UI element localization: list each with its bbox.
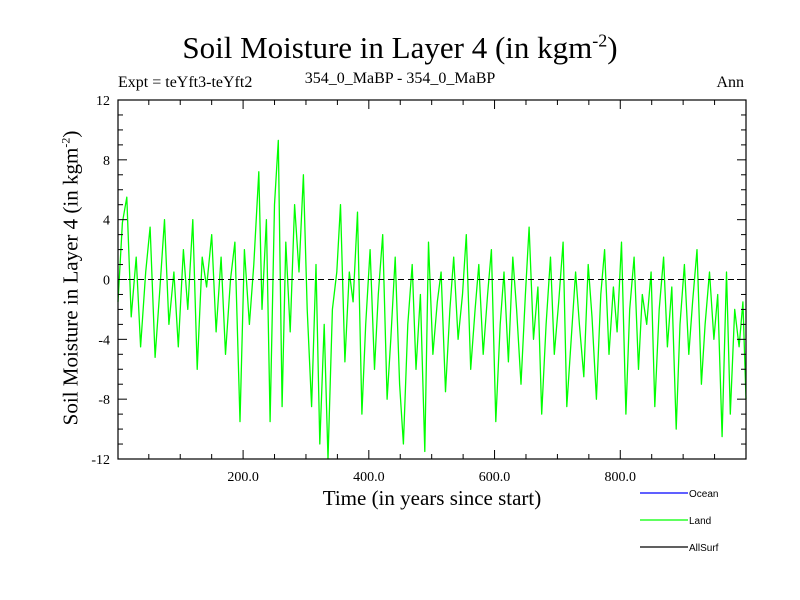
y-tick-label: 8	[103, 154, 110, 169]
y-tick-label: 4	[103, 214, 110, 229]
series-layer	[117, 139, 747, 460]
x-tick-label: 600.0	[479, 470, 511, 485]
legend-label-allsurf: AllSurf	[689, 543, 719, 554]
y-tick-label: 12	[96, 94, 110, 109]
series-line-land	[117, 139, 747, 460]
chart-subtitle: 354_0_MaBP - 354_0_MaBP	[304, 70, 496, 87]
y-tick-label: -4	[98, 333, 110, 348]
x-axis-label: Time (in years since start)	[322, 486, 542, 510]
legend: Ocean Land AllSurf	[640, 489, 719, 554]
legend-label-ocean: Ocean	[689, 489, 718, 500]
y-tick-label: 0	[103, 274, 110, 289]
chart-title: Soil Moisture in Layer 4 (in kgm-2)	[182, 30, 618, 65]
x-tick-label: 400.0	[353, 470, 385, 485]
season-label: Ann	[716, 74, 744, 91]
experiment-label: Expt = teYft3-teYft2	[118, 74, 253, 91]
ticks-layer: 12 8 4 0 -4 -8 -12 200.0 400.0 600.0 800.0	[91, 94, 746, 485]
legend-label-land: Land	[689, 516, 711, 527]
x-tick-label: 800.0	[605, 470, 637, 485]
y-tick-label: -12	[91, 453, 110, 468]
y-tick-label: -8	[98, 393, 110, 408]
x-tick-label: 200.0	[227, 470, 259, 485]
